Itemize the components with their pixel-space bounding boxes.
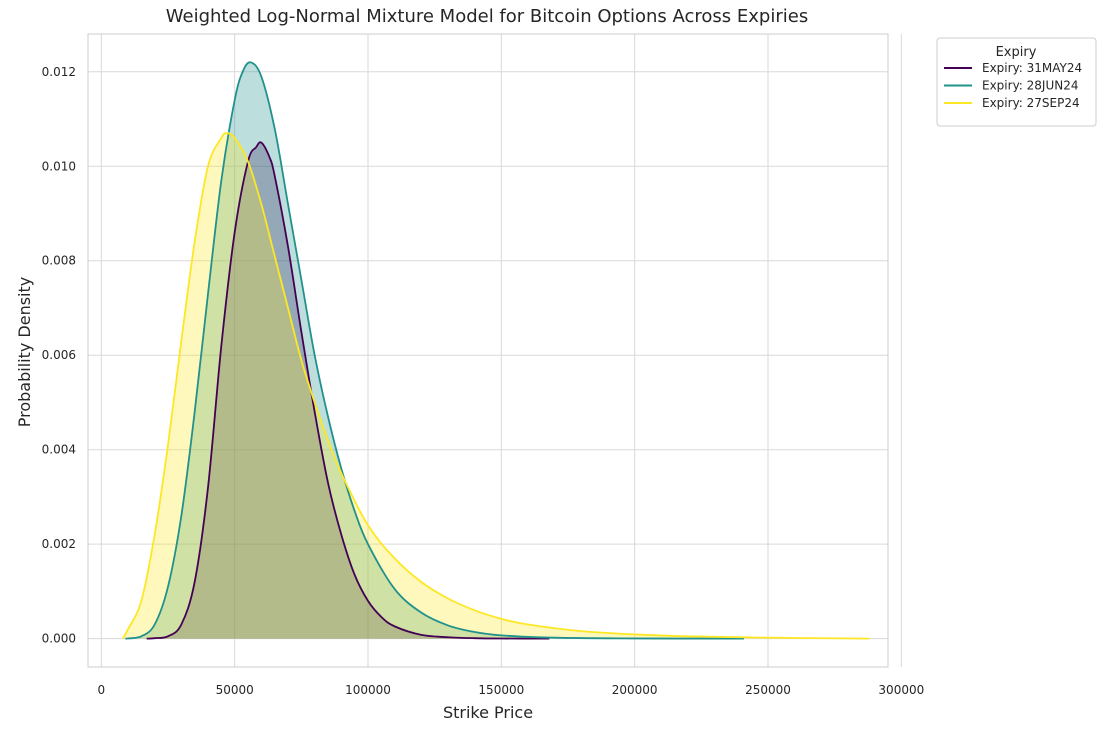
x-tick-label: 200000: [612, 683, 658, 697]
series-fill-1: [146, 142, 550, 639]
x-tick-label: 150000: [478, 683, 524, 697]
plot-frame: [87, 33, 889, 668]
y-axis-label: Probability Density: [15, 277, 34, 428]
chart-title: Weighted Log-Normal Mixture Model for Bi…: [166, 6, 808, 27]
grid: [88, 34, 902, 667]
y-tick-labels: 0.000 0.002 0.004 0.006 0.008 0.010 0.012: [42, 65, 76, 646]
x-tick-label: 250000: [745, 683, 791, 697]
y-tick-label: 0.000: [42, 632, 76, 646]
legend-items: Expiry: 31MAY24 Expiry: 28JUN24 Expiry: 27…: [944, 61, 1082, 110]
x-tick-label: 100000: [345, 683, 391, 697]
y-tick-label: 0.004: [42, 443, 76, 457]
y-tick-label: 0.008: [42, 254, 76, 268]
series-fill-3: [122, 133, 870, 639]
series-lines: [121, 61, 870, 640]
y-tick-label: 0.012: [42, 65, 76, 79]
legend-box: [936, 37, 1097, 127]
legend-label-1: Expiry: 31MAY24: [982, 61, 1082, 75]
series-fills: [122, 62, 870, 639]
x-tick-labels: 0 50000 100000 150000 200000 250000 300000: [98, 683, 925, 697]
y-tick-label: 0.010: [42, 159, 76, 173]
series-line-3: [121, 132, 870, 640]
series-line-1: [146, 141, 550, 640]
x-tick-label: 50000: [216, 683, 254, 697]
x-axis-label: Strike Price: [443, 703, 533, 722]
legend-title: Expiry: [996, 45, 1037, 60]
x-tick-label: 300000: [878, 683, 924, 697]
series-line-2: [125, 61, 745, 640]
x-tick-label: 0: [98, 683, 106, 697]
y-tick-label: 0.002: [42, 537, 76, 551]
legend-label-2: Expiry: 28JUN24: [982, 79, 1079, 93]
legend-label-3: Expiry: 27SEP24: [982, 96, 1080, 110]
y-tick-label: 0.006: [42, 348, 76, 362]
